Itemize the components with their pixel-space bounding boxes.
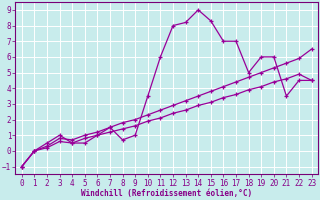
X-axis label: Windchill (Refroidissement éolien,°C): Windchill (Refroidissement éolien,°C) (81, 189, 252, 198)
